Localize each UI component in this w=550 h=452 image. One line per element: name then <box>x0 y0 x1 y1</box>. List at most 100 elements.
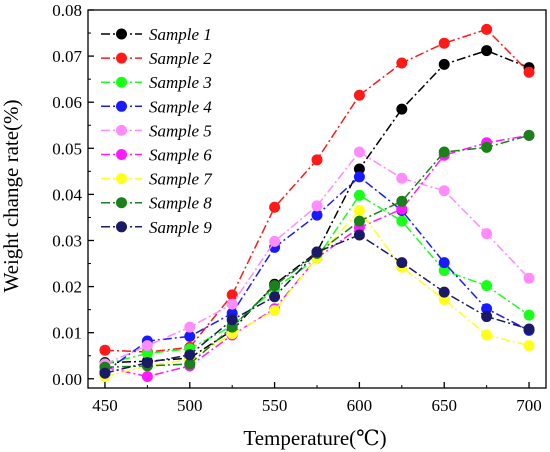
data-point <box>481 45 493 57</box>
data-point <box>184 358 196 370</box>
data-point <box>438 146 450 158</box>
data-point <box>226 314 238 326</box>
data-point <box>353 229 365 241</box>
data-point <box>311 200 323 212</box>
data-point <box>269 235 281 247</box>
legend-item: Sample 9 <box>101 218 212 237</box>
data-point <box>396 103 408 115</box>
legend-label: Sample 4 <box>149 97 212 116</box>
data-point <box>396 195 408 207</box>
legend-item: Sample 8 <box>101 194 212 213</box>
legend-label: Sample 9 <box>149 218 212 237</box>
data-point <box>523 323 535 335</box>
data-point <box>523 66 535 78</box>
data-point <box>226 289 238 301</box>
x-tick-label: 450 <box>92 396 118 415</box>
legend: Sample 1 Sample 2 Sample 3 Sample 4 Sample 5… <box>101 25 213 237</box>
data-point <box>269 291 281 303</box>
data-point <box>523 340 535 352</box>
legend-marker <box>116 76 127 88</box>
series-layer <box>99 23 535 382</box>
data-point <box>353 171 365 183</box>
data-point <box>141 370 153 382</box>
y-tick-label: 0.06 <box>52 93 82 112</box>
series-5 <box>99 146 535 370</box>
data-point <box>99 367 111 379</box>
y-tick-label: 0.00 <box>52 370 82 389</box>
series-9 <box>99 229 535 379</box>
series-line <box>104 151 530 365</box>
x-tick-label: 500 <box>177 396 203 415</box>
legend-marker <box>116 28 127 40</box>
y-tick-label: 0.01 <box>52 324 82 343</box>
data-point <box>353 146 365 158</box>
legend-label: Sample 7 <box>149 170 213 189</box>
data-point <box>184 321 196 333</box>
y-tick-label: 0.08 <box>52 1 82 20</box>
data-point <box>353 89 365 101</box>
legend-label: Sample 5 <box>149 121 212 140</box>
legend-item: Sample 6 <box>101 146 212 165</box>
data-point <box>353 189 365 201</box>
x-tick-label: 700 <box>516 396 542 415</box>
legend-item: Sample 7 <box>101 170 213 189</box>
y-axis-label: Weight change rate(%) <box>0 99 23 292</box>
legend-label: Sample 3 <box>149 73 212 92</box>
legend-marker <box>116 173 127 185</box>
data-point <box>396 57 408 69</box>
legend-marker <box>116 197 127 209</box>
data-point <box>438 185 450 197</box>
data-point <box>396 257 408 269</box>
data-point <box>269 201 281 213</box>
data-point <box>353 215 365 227</box>
data-point <box>438 37 450 49</box>
legend-item: Sample 2 <box>101 49 212 68</box>
data-point <box>269 280 281 292</box>
data-point <box>141 340 153 352</box>
legend-label: Sample 8 <box>149 194 212 213</box>
legend-label: Sample 1 <box>149 25 212 44</box>
y-tick-label: 0.02 <box>52 278 82 297</box>
y-tick-label: 0.05 <box>52 139 82 158</box>
data-point <box>396 172 408 184</box>
data-point <box>481 23 493 35</box>
data-point <box>269 305 281 317</box>
data-point <box>353 205 365 217</box>
x-tick-label: 600 <box>347 396 373 415</box>
legend-item: Sample 1 <box>101 25 212 44</box>
data-point <box>184 349 196 361</box>
legend-item: Sample 5 <box>101 121 212 140</box>
legend-label: Sample 2 <box>149 49 212 68</box>
data-point <box>438 286 450 298</box>
y-tick-label: 0.07 <box>52 47 82 66</box>
x-tick-label: 550 <box>262 396 288 415</box>
data-point <box>438 257 450 269</box>
data-point <box>141 357 153 369</box>
data-point <box>481 228 493 240</box>
data-point <box>481 280 493 292</box>
data-point <box>226 298 238 310</box>
data-point <box>523 309 535 321</box>
legend-marker <box>116 100 127 112</box>
legend-label: Sample 6 <box>149 146 212 165</box>
data-point <box>311 154 323 166</box>
legend-marker <box>116 221 127 233</box>
data-point <box>523 272 535 284</box>
series-line <box>104 209 530 378</box>
data-point <box>481 311 493 323</box>
series-line <box>104 134 530 369</box>
legend-marker <box>116 124 127 136</box>
x-tick-label: 650 <box>431 396 457 415</box>
legend-item: Sample 4 <box>101 97 212 116</box>
data-point <box>438 58 450 70</box>
data-point <box>523 129 535 141</box>
x-axis-label: Temperature(℃) <box>243 426 386 450</box>
data-point <box>311 246 323 258</box>
y-tick-label: 0.04 <box>52 185 82 204</box>
legend-marker <box>116 52 127 64</box>
axes-layer: 450 500 550 600 650 700 0.00 0.01 0.02 0.03 0.04 0.… <box>52 1 547 415</box>
data-point <box>311 209 323 221</box>
data-point <box>184 330 196 342</box>
